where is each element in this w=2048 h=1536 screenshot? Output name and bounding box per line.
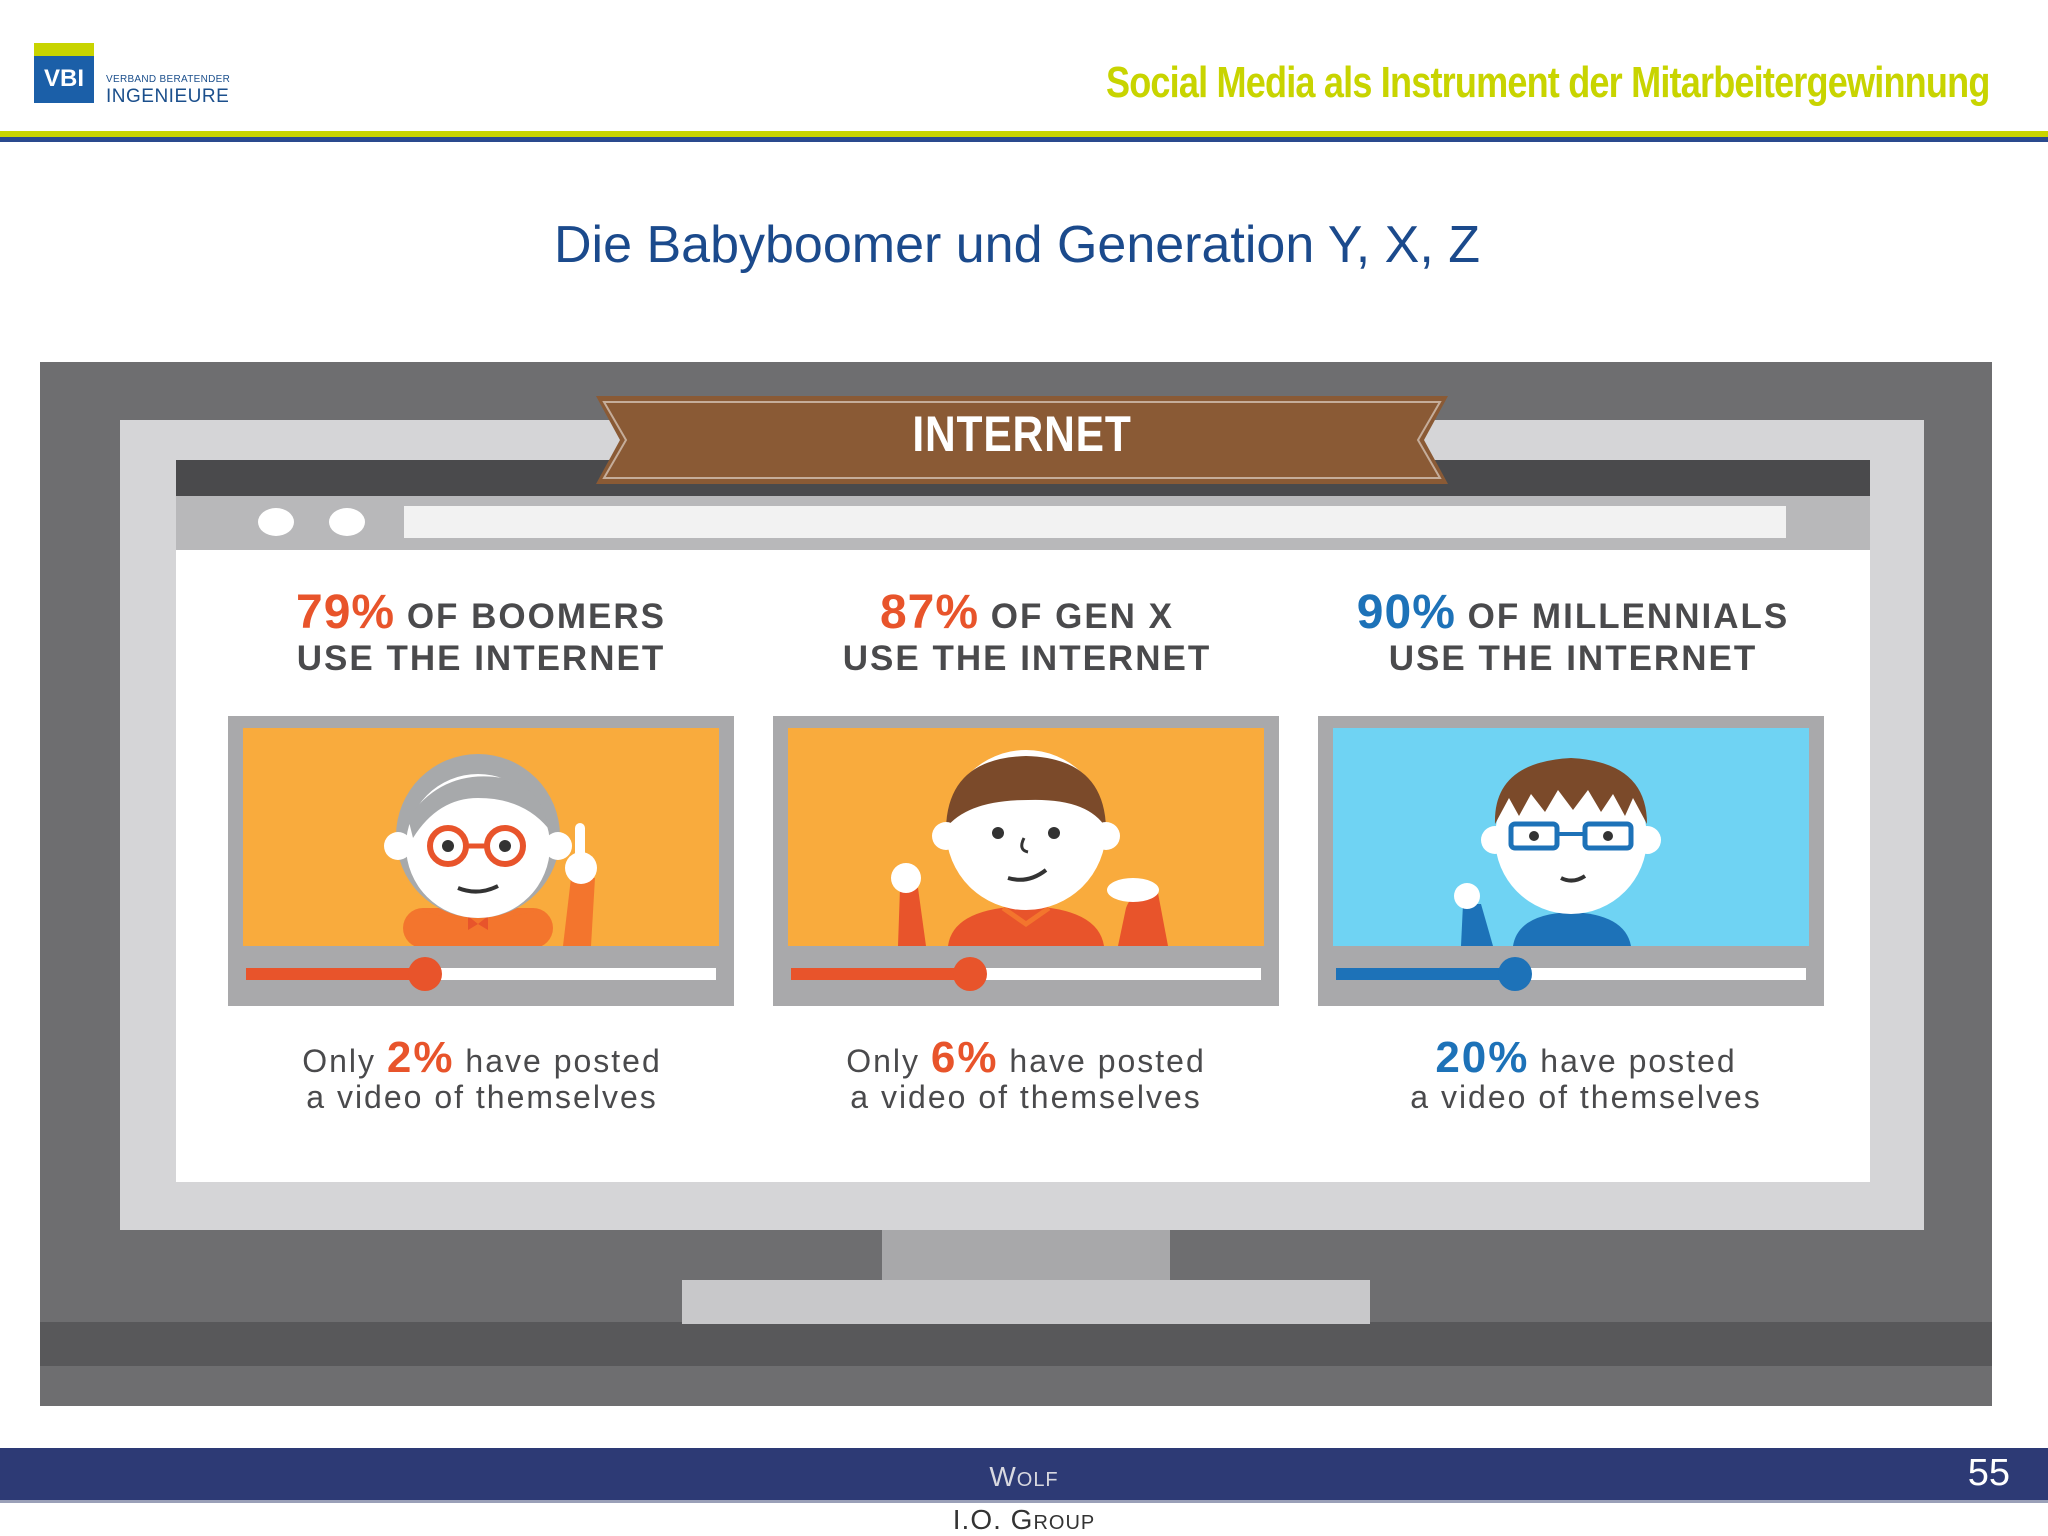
header-rule	[0, 131, 2048, 137]
stat-line2: USE THE INTERNET	[296, 639, 666, 678]
video-screen	[243, 728, 719, 948]
stat-header-boomers: 79% OF BOOMERS USE THE INTERNET	[216, 589, 746, 680]
foot-suffix: have posted	[1540, 1043, 1737, 1079]
foot-line2: a video of themselves	[850, 1079, 1202, 1115]
internet-banner	[596, 396, 1448, 484]
monitor-chin	[40, 1322, 1992, 1366]
foot-line2: a video of themselves	[1410, 1079, 1762, 1115]
footer-company-line2: I.O. Group	[952, 1504, 1096, 1535]
video-progress-knob	[407, 957, 442, 991]
monitor-stand-neck	[882, 1230, 1170, 1280]
stat-group: OF MILLENNIALS	[1467, 597, 1790, 636]
video-progress-track	[246, 957, 716, 991]
browser-dot	[258, 508, 294, 536]
stat-header-millennials: 90% OF MILLENNIALS USE THE INTERNET	[1318, 589, 1828, 680]
stat-group: OF BOOMERS	[406, 597, 666, 636]
stat-footer-boomers: Only 2% have posted a video of themselve…	[226, 1036, 738, 1116]
monitor-stand-base	[682, 1280, 1370, 1324]
video-progress-fill	[1336, 968, 1515, 980]
millennial-character	[1454, 758, 1661, 946]
stat-footer-millennials: 20% have posted a video of themselves	[1330, 1036, 1842, 1116]
slide-title: Die Babyboomer und Generation Y, X, Z	[554, 216, 1480, 274]
logo-mark: VBI	[43, 65, 84, 92]
genx-character	[891, 750, 1168, 946]
stat-percent: 87%	[879, 586, 980, 639]
foot-suffix: have posted	[465, 1043, 662, 1079]
stat-percent: 79%	[296, 586, 396, 639]
foot-percent: 2%	[386, 1033, 455, 1082]
video-progress-knob	[1497, 957, 1532, 991]
stat-line2: USE THE INTERNET	[1388, 639, 1758, 678]
video-screen	[788, 728, 1264, 946]
page-number: 55	[1967, 1452, 2010, 1494]
vbi-logo: VBI	[34, 43, 94, 103]
foot-line2: a video of themselves	[306, 1079, 658, 1115]
header-rule-blue	[0, 137, 2048, 142]
header-title: Social Media als Instrument der Mitarbei…	[1106, 58, 1990, 107]
video-progress-track	[791, 957, 1261, 991]
stat-footer-genx: Only 6% have posted a video of themselve…	[770, 1036, 1282, 1116]
stat-group: OF GEN X	[990, 597, 1175, 636]
foot-suffix: have posted	[1009, 1043, 1206, 1079]
video-progress-knob	[952, 957, 987, 991]
video-frame-boomers	[228, 716, 734, 1006]
boomer-character	[384, 754, 597, 948]
stat-header-genx: 87% OF GEN X USE THE INTERNET	[772, 589, 1282, 680]
banner-label: INTERNET	[912, 406, 1132, 462]
foot-percent: 6%	[930, 1033, 999, 1082]
video-progress-fill	[791, 968, 970, 980]
browser-dot	[329, 508, 365, 536]
stat-line2: USE THE INTERNET	[842, 639, 1212, 678]
foot-prefix: Only	[302, 1043, 377, 1079]
address-bar	[404, 506, 1786, 538]
footer-company-line1: Wolf	[989, 1461, 1059, 1492]
logo-name: INGENIEURE	[106, 86, 230, 107]
foot-prefix: Only	[846, 1043, 921, 1079]
logo-subtitle: VERBAND BERATENDER	[106, 74, 231, 85]
footer-rule	[0, 1500, 2048, 1503]
video-frame-genx	[773, 716, 1279, 1006]
foot-percent: 20%	[1435, 1033, 1530, 1082]
stat-percent: 90%	[1356, 586, 1456, 639]
video-screen	[1333, 728, 1809, 946]
video-frame-millennials	[1318, 716, 1824, 1006]
video-progress-track	[1336, 957, 1806, 991]
video-progress-fill	[246, 968, 425, 980]
footer-bar	[0, 1448, 2048, 1500]
